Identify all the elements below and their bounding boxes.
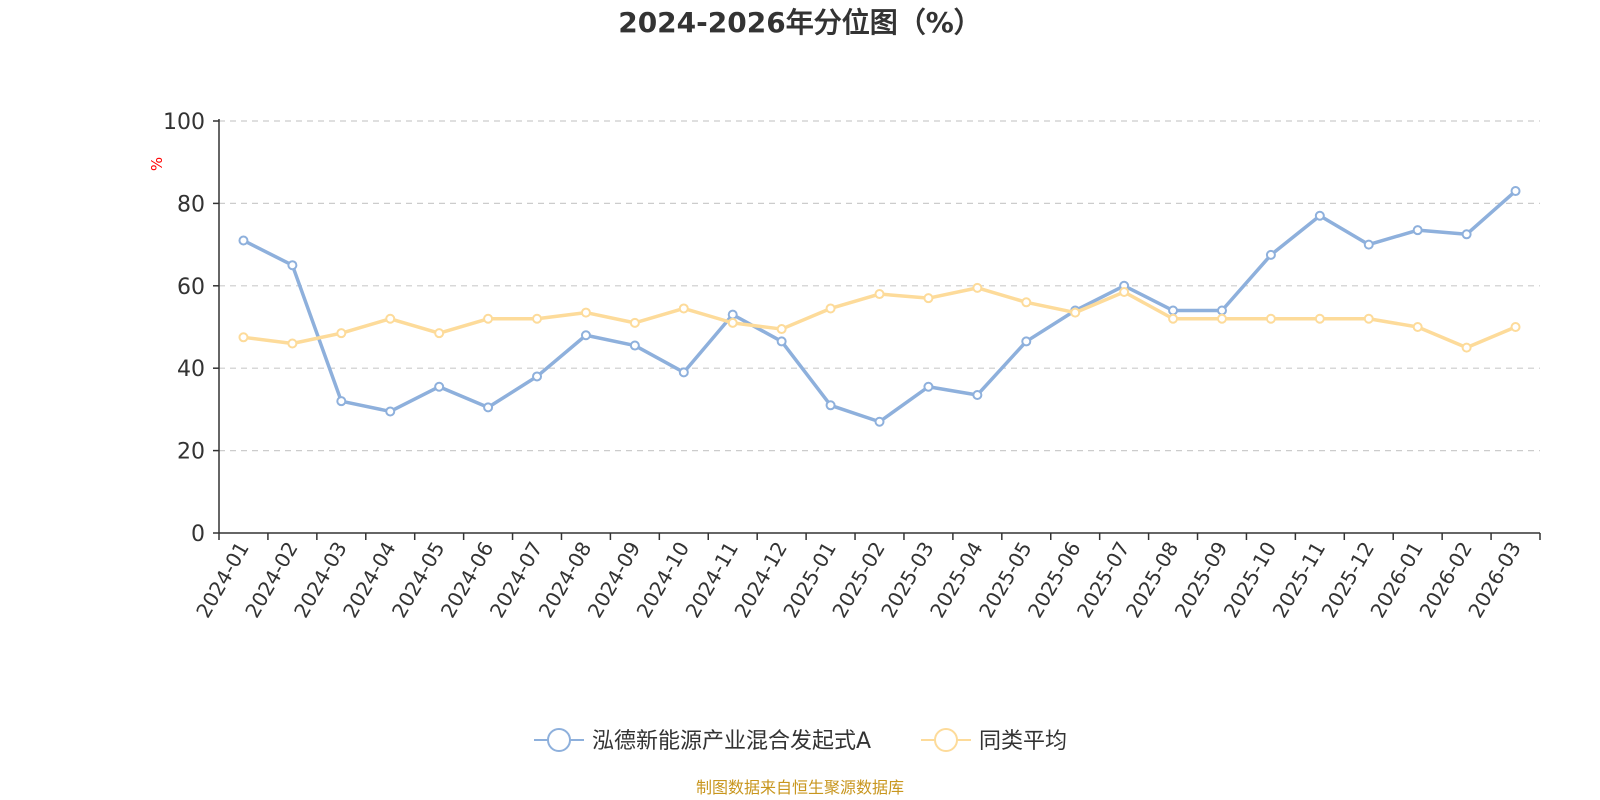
data-point[interactable] xyxy=(825,303,836,314)
data-point[interactable] xyxy=(287,338,298,349)
data-point[interactable] xyxy=(434,328,445,339)
y-tick-label: 60 xyxy=(177,275,205,300)
data-point[interactable] xyxy=(336,328,347,339)
data-point[interactable] xyxy=(776,324,787,335)
y-axis-ticks: 0 20 40 60 80 100 xyxy=(163,110,219,547)
data-point[interactable] xyxy=(629,340,640,351)
data-point[interactable] xyxy=(776,336,787,347)
data-point[interactable] xyxy=(336,396,347,407)
data-point[interactable] xyxy=(238,332,249,343)
data-point[interactable] xyxy=(580,307,591,318)
data-source-note: 制图数据来自恒生聚源数据库 xyxy=(696,778,904,797)
series-1 xyxy=(238,186,1521,427)
data-point[interactable] xyxy=(629,317,640,328)
data-point[interactable] xyxy=(923,381,934,392)
data-point[interactable] xyxy=(1265,249,1276,260)
data-point[interactable] xyxy=(1168,305,1179,316)
legend-label: 同类平均 xyxy=(979,729,1067,754)
data-point[interactable] xyxy=(678,367,689,378)
y-axis-unit-label: % xyxy=(148,157,166,171)
data-point[interactable] xyxy=(972,282,983,293)
legend-item-2[interactable]: 同类平均 xyxy=(921,728,1067,754)
data-point[interactable] xyxy=(580,330,591,341)
data-point[interactable] xyxy=(1021,336,1032,347)
data-point[interactable] xyxy=(483,402,494,413)
data-point[interactable] xyxy=(874,416,885,427)
legend-marker-icon xyxy=(934,728,958,752)
data-point[interactable] xyxy=(287,260,298,271)
y-tick-label: 20 xyxy=(177,440,205,465)
data-point[interactable] xyxy=(483,313,494,324)
data-point[interactable] xyxy=(238,235,249,246)
x-axis-ticks: 2024-012024-022024-032024-042024-052024-… xyxy=(191,533,1541,622)
legend-label: 泓德新能源产业混合发起式A xyxy=(592,729,871,754)
data-point[interactable] xyxy=(1265,313,1276,324)
y-tick-label: 40 xyxy=(177,357,205,382)
y-tick-label: 0 xyxy=(191,522,205,547)
data-point[interactable] xyxy=(1119,286,1130,297)
data-point[interactable] xyxy=(1216,313,1227,324)
data-point[interactable] xyxy=(825,400,836,411)
series-2 xyxy=(238,282,1521,353)
data-point[interactable] xyxy=(1461,229,1472,240)
data-point[interactable] xyxy=(727,309,738,320)
data-point[interactable] xyxy=(385,406,396,417)
data-point[interactable] xyxy=(1021,297,1032,308)
axes xyxy=(218,119,1540,534)
data-point[interactable] xyxy=(434,381,445,392)
data-point[interactable] xyxy=(874,289,885,300)
data-point[interactable] xyxy=(1412,225,1423,236)
data-point[interactable] xyxy=(923,293,934,304)
data-point[interactable] xyxy=(1168,313,1179,324)
data-point[interactable] xyxy=(1216,305,1227,316)
data-point[interactable] xyxy=(1363,239,1374,250)
data-point[interactable] xyxy=(385,313,396,324)
data-point[interactable] xyxy=(1363,313,1374,324)
data-point[interactable] xyxy=(1461,342,1472,353)
data-point[interactable] xyxy=(1412,322,1423,332)
data-point[interactable] xyxy=(1510,322,1521,332)
data-point[interactable] xyxy=(678,303,689,314)
data-point[interactable] xyxy=(727,317,738,328)
data-point[interactable] xyxy=(532,313,543,324)
data-point[interactable] xyxy=(1510,186,1521,197)
y-tick-label: 80 xyxy=(177,192,205,217)
chart-title: 2024-2026年分位图（%） xyxy=(618,6,982,39)
legend[interactable]: 泓德新能源产业混合发起式A 同类平均 xyxy=(534,728,1067,754)
y-tick-label: 100 xyxy=(163,110,205,135)
grid-lines xyxy=(219,120,1540,452)
data-point[interactable] xyxy=(1314,210,1325,221)
data-point[interactable] xyxy=(972,389,983,400)
data-point[interactable] xyxy=(1314,313,1325,324)
legend-item-1[interactable]: 泓德新能源产业混合发起式A xyxy=(534,728,871,754)
data-point[interactable] xyxy=(532,371,543,382)
legend-marker-icon xyxy=(547,728,571,752)
series-lines xyxy=(238,186,1521,427)
data-point[interactable] xyxy=(1070,307,1081,318)
